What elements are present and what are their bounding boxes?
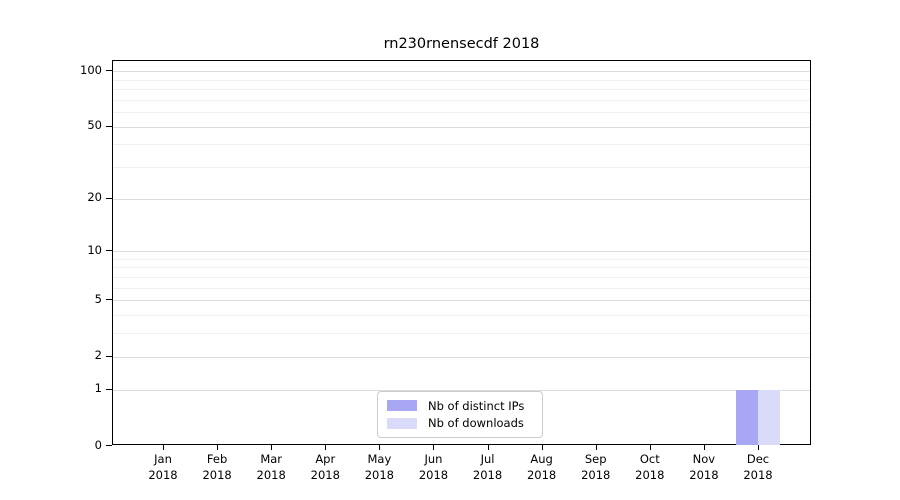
x-tick-mark — [325, 445, 327, 450]
x-tick-month: May — [367, 452, 392, 466]
major-gridline — [113, 251, 810, 253]
x-tick-year: 2018 — [202, 467, 232, 482]
x-tick-year: 2018 — [743, 467, 773, 482]
x-tick-mark — [595, 445, 597, 450]
y-tick-label: 1 — [94, 381, 102, 396]
y-tick-mark — [106, 355, 112, 357]
y-tick-label: 10 — [87, 242, 102, 257]
x-tick-year: 2018 — [310, 467, 340, 482]
x-tick-month: Oct — [639, 452, 660, 466]
major-gridline — [113, 356, 810, 358]
x-tick-mark — [163, 445, 164, 450]
x-tick-label: Oct 2018 — [618, 452, 682, 483]
minor-gridline — [113, 79, 810, 81]
y-tick-mark — [106, 445, 112, 446]
y-tick-mark — [106, 70, 112, 72]
x-tick-year: 2018 — [418, 467, 449, 482]
minor-gridline — [113, 267, 810, 269]
y-tick-label: 20 — [87, 190, 102, 205]
x-tick-year: 2018 — [581, 467, 611, 482]
x-tick-year: 2018 — [148, 467, 178, 482]
x-tick-month: Feb — [206, 452, 228, 466]
minor-gridline — [113, 167, 810, 169]
x-tick-mark — [487, 445, 489, 450]
legend-entry-distinct-ips: Nb of distinct IPs — [387, 399, 534, 413]
major-gridline — [113, 71, 810, 73]
major-gridline — [113, 389, 810, 391]
x-tick-year: 2018 — [256, 467, 286, 482]
minor-gridline — [113, 112, 810, 114]
x-tick-mark — [433, 445, 435, 450]
x-tick-label: Feb 2018 — [185, 452, 249, 483]
minor-gridline — [113, 88, 810, 90]
chart-title: rn230rnensecdf 2018 — [383, 36, 540, 52]
legend: Nb of distinct IPs Nb of downloads — [377, 391, 543, 438]
x-tick-year: 2018 — [635, 467, 665, 482]
x-tick-month: Dec — [746, 452, 770, 466]
x-tick-mark — [217, 445, 219, 450]
bar-downloads — [758, 389, 780, 445]
x-tick-label: Aug 2018 — [510, 452, 574, 483]
x-tick-label: May 2018 — [347, 452, 411, 483]
minor-gridline — [113, 333, 810, 335]
minor-gridline — [113, 287, 810, 289]
minor-gridline — [113, 315, 810, 317]
y-tick-label: 0 — [94, 437, 102, 452]
legend-entry-downloads: Nb of downloads — [387, 416, 534, 430]
x-tick-year: 2018 — [689, 467, 719, 482]
x-tick-month: Jul — [480, 452, 495, 466]
x-tick-label: Jan 2018 — [131, 452, 195, 483]
x-tick-mark — [703, 445, 705, 450]
x-tick-mark — [649, 445, 651, 450]
y-tick-label: 2 — [94, 348, 102, 363]
x-tick-year: 2018 — [472, 467, 503, 482]
x-tick-year: 2018 — [364, 467, 394, 482]
x-tick-month: Apr — [315, 452, 336, 466]
x-tick-month: Jun — [424, 452, 443, 466]
x-tick-label: Nov 2018 — [672, 452, 736, 483]
minor-gridline — [113, 144, 810, 146]
bar-distinct-ips — [736, 389, 758, 445]
x-tick-month: Mar — [260, 452, 283, 466]
major-gridline — [113, 126, 810, 128]
minor-gridline — [113, 99, 810, 101]
x-tick-month: Sep — [584, 452, 607, 466]
x-tick-month: Jan — [154, 452, 172, 466]
x-tick-mark — [379, 445, 381, 450]
y-tick-mark — [106, 125, 112, 127]
x-tick-label: Jun 2018 — [401, 452, 465, 483]
major-gridline — [113, 198, 810, 200]
x-tick-label: Jul 2018 — [456, 452, 520, 483]
x-tick-year: 2018 — [526, 467, 557, 482]
x-tick-label: Sep 2018 — [564, 452, 628, 483]
minor-gridline — [113, 277, 810, 279]
distinct-ips-swatch-icon — [387, 400, 417, 412]
y-tick-mark — [106, 388, 112, 390]
minor-gridline — [113, 258, 810, 260]
y-tick-label: 100 — [80, 62, 102, 77]
x-tick-mark — [541, 445, 543, 450]
y-tick-mark — [106, 197, 112, 199]
y-tick-label: 50 — [87, 118, 102, 133]
x-tick-label: Dec 2018 — [726, 452, 790, 483]
y-tick-label: 5 — [94, 291, 102, 306]
y-tick-mark — [106, 250, 112, 252]
x-tick-month: Nov — [692, 452, 716, 466]
x-tick-label: Mar 2018 — [239, 452, 303, 483]
x-tick-mark — [758, 445, 759, 450]
major-gridline — [113, 300, 810, 302]
x-tick-mark — [271, 445, 273, 450]
legend-label: Nb of distinct IPs — [428, 398, 525, 413]
y-tick-mark — [106, 299, 112, 301]
x-tick-label: Apr 2018 — [293, 452, 357, 483]
plot-area — [112, 60, 811, 445]
legend-label: Nb of downloads — [428, 416, 524, 431]
downloads-swatch-icon — [387, 417, 417, 429]
x-tick-month: Aug — [530, 452, 553, 466]
